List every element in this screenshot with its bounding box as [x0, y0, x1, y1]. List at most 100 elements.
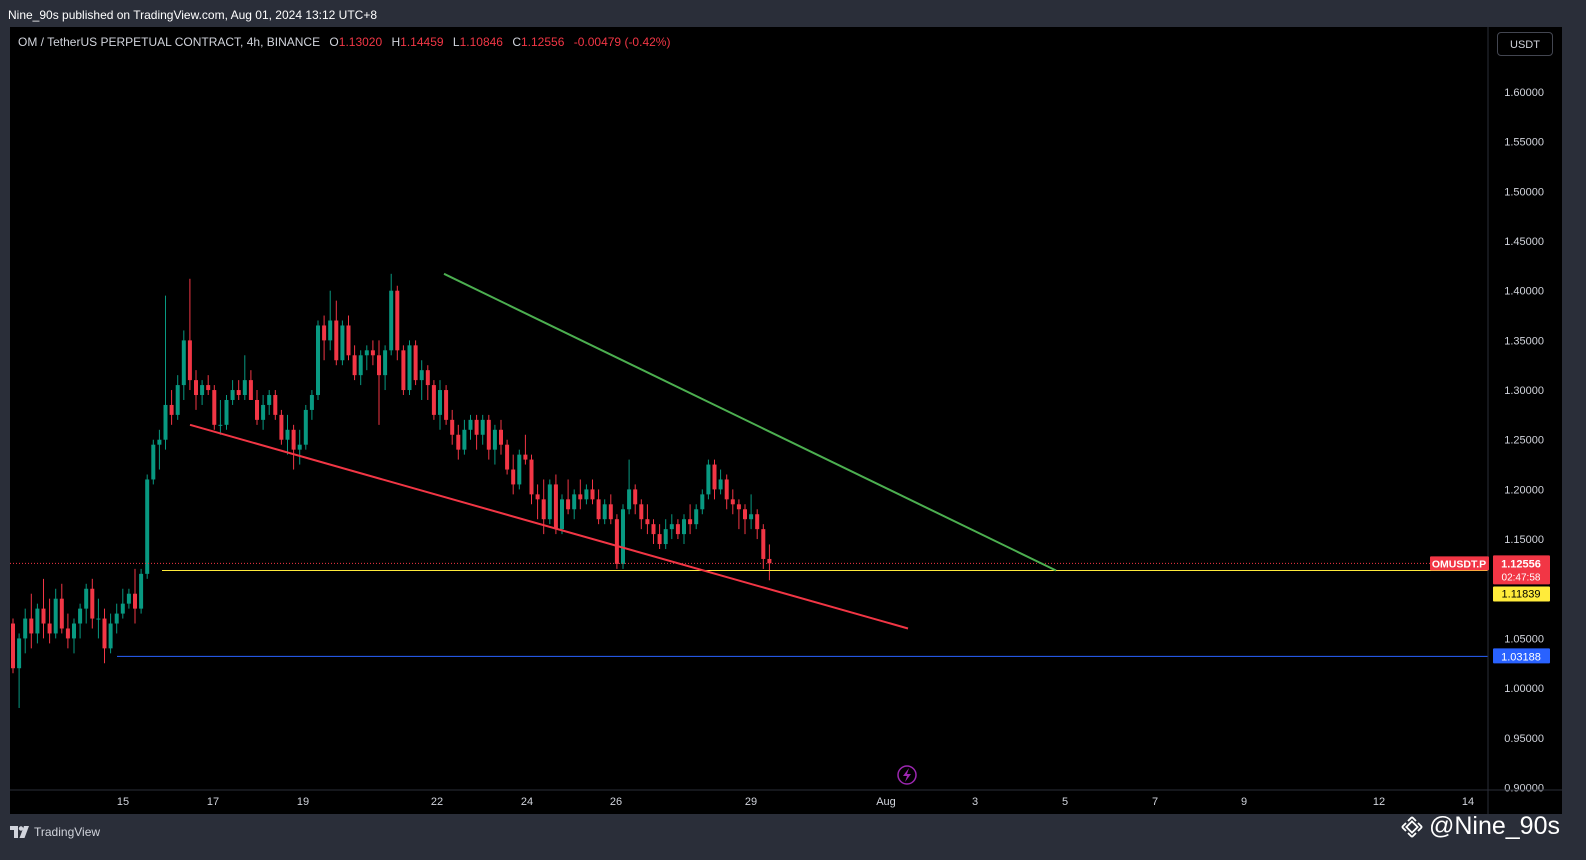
candle-body — [194, 380, 198, 396]
candle-body — [279, 414, 284, 440]
time-tick-label: 14 — [1462, 796, 1474, 808]
candle-body — [328, 320, 333, 341]
price-tick-label: 1.00000 — [1504, 683, 1544, 695]
candles-group — [11, 273, 772, 708]
candle-body — [712, 464, 717, 490]
candle-body — [682, 519, 686, 535]
candle-body — [755, 514, 760, 530]
candle-body — [151, 444, 156, 480]
candle-body — [102, 618, 107, 649]
candle-body — [322, 325, 327, 341]
candle-body — [377, 355, 381, 376]
candle-body — [566, 499, 571, 510]
candle-body — [553, 484, 558, 530]
candle-body — [17, 638, 22, 669]
candle-body — [157, 439, 162, 445]
candle-body — [72, 623, 76, 639]
publish-info: Nine_90s published on TradingView.com, A… — [8, 8, 378, 22]
candle-body — [23, 618, 28, 639]
price-tick-label: 1.55000 — [1504, 137, 1544, 149]
candle-body — [84, 588, 89, 609]
price-tick-label: 1.40000 — [1504, 286, 1544, 298]
candle-body — [560, 499, 564, 530]
candle-body — [407, 345, 412, 391]
chart-canvas[interactable]: 1.60000 1.55000 1.50000 1.45000 1.40000 1.350… — [10, 27, 1562, 814]
candle-body — [736, 504, 741, 510]
candle-body — [346, 325, 351, 356]
symbol-legend: OM / TetherUS PERPETUAL CONTRACT, 4h, BI… — [18, 35, 670, 49]
candle-body — [401, 350, 406, 391]
symbol-tag-bg — [1430, 556, 1489, 571]
candle-body — [456, 434, 461, 450]
candle-body — [303, 409, 308, 445]
symbol-tag: OMUSDT.P — [1432, 558, 1486, 570]
candle-body — [47, 623, 52, 634]
candle-body — [187, 340, 192, 381]
time-tick-label: 24 — [521, 796, 533, 808]
price-tick-label: 1.15000 — [1504, 534, 1544, 546]
candle-body — [340, 325, 345, 361]
price-tick-label: 1.30000 — [1504, 385, 1544, 397]
last-price-tag: 1.12556 — [1501, 558, 1541, 570]
candle-body — [706, 464, 711, 495]
trendline-upper[interactable] — [443, 272, 1057, 572]
candle-body — [35, 608, 40, 634]
candle-body — [65, 628, 70, 639]
candle-body — [273, 395, 278, 415]
candle-body — [267, 395, 272, 405]
bolt-icon[interactable] — [897, 765, 917, 785]
candle-body — [645, 519, 650, 525]
candle-body — [90, 588, 95, 619]
price-tick-label: 1.05000 — [1504, 633, 1544, 645]
candle-body — [511, 469, 516, 485]
candle-body — [694, 509, 699, 525]
time-axis[interactable]: 15 17 19 22 24 26 29 Aug 3 5 7 9 12 14 — [10, 789, 1562, 808]
price-tick-label: 1.45000 — [1504, 236, 1544, 248]
blue-level-tag: 1.03188 — [1501, 651, 1541, 663]
candle-body — [163, 404, 168, 440]
candle-body — [169, 404, 174, 415]
candle-body — [480, 419, 485, 435]
legend-close: 1.12556 — [521, 35, 565, 49]
author-watermark: @Nine_90s — [1401, 812, 1560, 841]
candle-body — [200, 385, 205, 396]
candle-body — [614, 519, 619, 564]
candle-body — [145, 479, 150, 574]
overlays-group — [10, 272, 1488, 785]
price-tick-label: 1.60000 — [1504, 87, 1544, 99]
candle-body — [242, 380, 247, 396]
candle-body — [120, 603, 125, 614]
candle-body — [700, 494, 705, 510]
candle-body — [352, 355, 357, 376]
candle-body — [627, 489, 632, 510]
candle-body — [584, 489, 589, 500]
price-tick-label: 0.95000 — [1504, 733, 1544, 745]
candle-body — [450, 419, 455, 435]
candle-body — [316, 325, 320, 396]
countdown-tag: 02:47:58 — [1502, 572, 1541, 583]
candle-body — [596, 499, 601, 520]
blue-level-tag-bg — [1493, 648, 1550, 664]
price-axis[interactable]: 1.60000 1.55000 1.50000 1.45000 1.40000 1.350… — [1487, 27, 1544, 814]
legend-high: 1.14459 — [400, 35, 444, 49]
candle-body — [395, 290, 400, 351]
candle-body — [29, 618, 34, 634]
candle-body — [114, 613, 119, 624]
legend-low: 1.10846 — [459, 35, 503, 49]
chart-pane[interactable]: 1.60000 1.55000 1.50000 1.45000 1.40000 1.350… — [10, 27, 1562, 814]
candle-body — [108, 623, 113, 649]
candle-body — [438, 390, 442, 415]
legend-high-label: H — [391, 35, 401, 49]
time-tick-label: 19 — [297, 796, 309, 808]
currency-button[interactable]: USDT — [1497, 32, 1553, 56]
legend-open: 1.13020 — [338, 35, 383, 49]
candle-body — [248, 380, 253, 400]
candle-body — [206, 385, 211, 391]
price-tick-label: 1.25000 — [1504, 435, 1544, 447]
legend-symbol[interactable]: OM / TetherUS PERPETUAL CONTRACT, 4h, BI… — [18, 35, 321, 49]
candle-body — [761, 529, 766, 559]
trendline-lower[interactable] — [189, 423, 909, 630]
tradingview-logo-icon — [10, 826, 29, 838]
time-tick-label: 15 — [117, 796, 129, 808]
candle-body — [96, 618, 101, 620]
